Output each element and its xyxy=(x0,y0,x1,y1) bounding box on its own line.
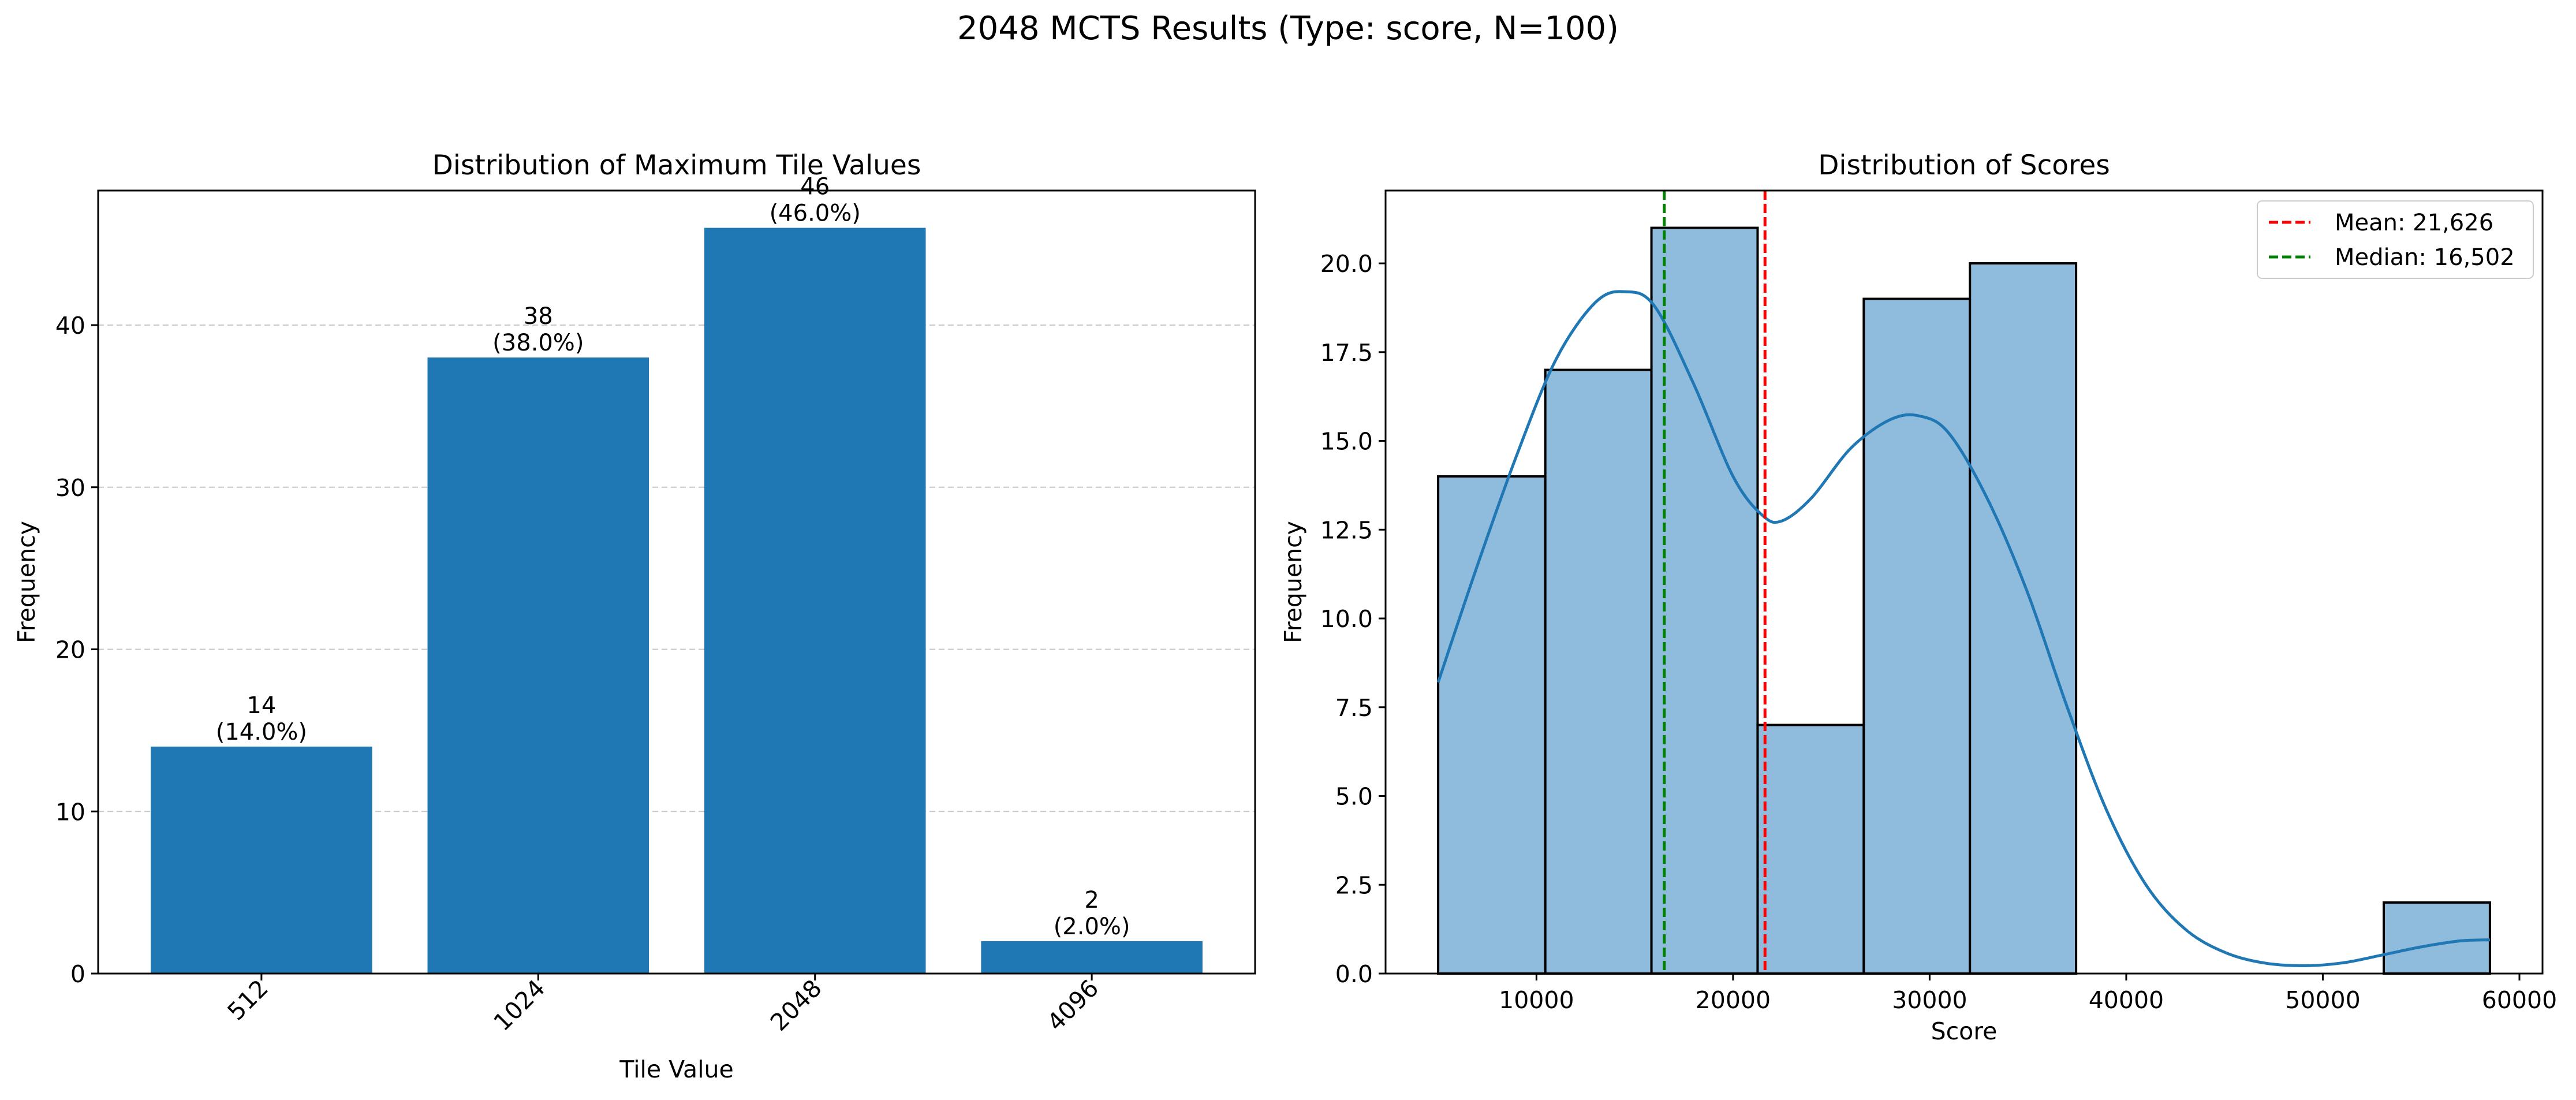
left-bar-count-label: 14 xyxy=(247,692,276,719)
left-bar xyxy=(427,357,649,974)
right-histogram-bin xyxy=(2383,901,2491,975)
right-histogram-bin xyxy=(1650,226,1759,975)
right-x-tick-label: 60000 xyxy=(2482,986,2557,1014)
left-x-tick-label: 512 xyxy=(222,974,274,1026)
right-x-tick-label: 10000 xyxy=(1499,986,1574,1014)
right-y-tick-label: 7.5 xyxy=(1335,694,1373,722)
right-x-tick-label: 30000 xyxy=(1892,986,1967,1014)
left-bar-percent-label: (46.0%) xyxy=(770,200,861,227)
left-chart-title: Distribution of Maximum Tile Values xyxy=(432,150,921,181)
left-y-tick-label: 20 xyxy=(55,636,85,664)
right-histogram-bin xyxy=(1862,297,1972,975)
left-bar-count-label: 2 xyxy=(1084,887,1099,913)
left-x-tick-label: 1024 xyxy=(488,974,551,1036)
right-y-tick-label: 2.5 xyxy=(1335,871,1373,899)
left-gridlines xyxy=(98,325,1255,812)
right-y-tick-label: 17.5 xyxy=(1320,339,1373,367)
left-plot-frame xyxy=(97,189,1256,975)
left-bar-count-label: 38 xyxy=(524,303,553,330)
left-bars xyxy=(151,228,1203,974)
left-bar-labels: 14(14.0%) 38(38.0%) 46(46.0%) 2(2.0%) xyxy=(216,174,1130,940)
legend-mean-label: Mean: 21,626 xyxy=(2335,210,2493,236)
right-x-tick-label: 20000 xyxy=(1696,986,1771,1014)
right-histogram-bin xyxy=(1969,262,2078,975)
right-y-tick-label: 5.0 xyxy=(1335,783,1373,811)
left-bar-percent-label: (38.0%) xyxy=(492,330,584,356)
left-bar-percent-label: (2.0%) xyxy=(1054,913,1130,940)
right-histogram-bin xyxy=(1437,475,1547,975)
right-kde-line xyxy=(1436,290,2491,967)
left-x-tick-label: 4096 xyxy=(1041,974,1104,1036)
right-y-tick-label: 0.0 xyxy=(1335,960,1373,988)
right-legend: Mean: 21,626 Median: 16,502 xyxy=(2257,200,2534,279)
left-bar-percent-label: (14.0%) xyxy=(216,719,307,745)
right-kde-curve xyxy=(1436,290,2491,967)
right-plot-frame xyxy=(1384,189,2544,975)
left-y-axis-label: Frequency xyxy=(13,521,40,643)
right-histogram-bin xyxy=(1544,368,1653,975)
left-y-axis-ticks: 0 10 20 30 40 xyxy=(55,312,98,988)
right-histogram-bins xyxy=(1437,226,2491,975)
score-distribution-chart: Distribution of Scores 0.0 2.5 5.0 7.5 10.0 1… xyxy=(1279,150,2557,1045)
tile-distribution-chart: Distribution of Maximum Tile Values 14(1… xyxy=(13,150,1256,1083)
left-y-tick-label: 40 xyxy=(55,312,85,340)
right-histogram-bin xyxy=(1756,724,1865,975)
right-chart-title: Distribution of Scores xyxy=(1818,150,2110,181)
right-y-tick-label: 15.0 xyxy=(1320,428,1373,456)
right-x-tick-label: 40000 xyxy=(2089,986,2164,1014)
left-y-tick-label: 0 xyxy=(70,960,85,988)
right-x-tick-label: 50000 xyxy=(2285,986,2360,1014)
right-y-axis-ticks: 0.0 2.5 5.0 7.5 10.0 12.5 15.0 17.5 20.0 xyxy=(1320,250,1386,988)
left-y-tick-label: 30 xyxy=(55,474,85,502)
right-y-tick-label: 12.5 xyxy=(1320,516,1373,544)
right-reference-lines xyxy=(1663,191,1767,974)
left-bar-count-label: 46 xyxy=(800,174,830,200)
right-y-tick-label: 20.0 xyxy=(1320,250,1373,278)
left-x-axis-label: Tile Value xyxy=(619,1056,733,1083)
right-y-axis-label: Frequency xyxy=(1279,521,1307,643)
left-y-tick-label: 10 xyxy=(55,798,85,826)
right-x-axis-label: Score xyxy=(1931,1017,1998,1045)
right-y-tick-label: 10.0 xyxy=(1320,605,1373,633)
right-x-axis-ticks: 10000 20000 30000 40000 50000 60000 xyxy=(1499,974,2557,1014)
left-bar xyxy=(981,941,1203,974)
left-bar xyxy=(151,746,372,974)
left-x-tick-label: 2048 xyxy=(765,974,827,1036)
legend-median-label: Median: 16,502 xyxy=(2335,244,2515,271)
figure-suptitle: 2048 MCTS Results (Type: score, N=100) xyxy=(957,10,1619,47)
left-x-axis-ticks: 512 1024 2048 4096 xyxy=(222,974,1104,1036)
left-bar xyxy=(704,228,926,974)
legend-frame xyxy=(2257,200,2534,279)
